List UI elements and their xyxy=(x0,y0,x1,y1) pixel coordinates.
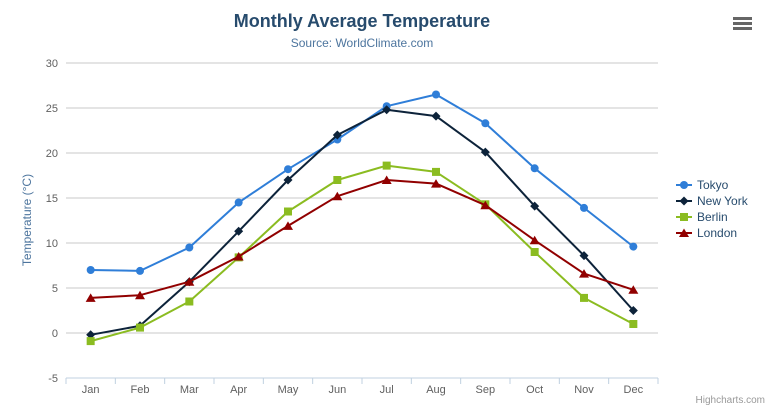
series-marker[interactable] xyxy=(432,90,440,99)
series-marker[interactable] xyxy=(431,111,441,121)
series-marker[interactable] xyxy=(86,337,95,346)
x-axis-label: Feb xyxy=(131,384,150,396)
hamburger-icon xyxy=(732,26,752,30)
series-marker[interactable] xyxy=(284,207,292,216)
series-marker[interactable] xyxy=(135,290,145,300)
series-marker[interactable] xyxy=(629,320,638,328)
series-marker[interactable] xyxy=(185,297,194,306)
series-marker[interactable] xyxy=(382,161,391,170)
series-marker[interactable] xyxy=(332,191,343,201)
legend-item-berlin[interactable]: Berlin xyxy=(676,209,748,225)
series-marker[interactable] xyxy=(628,285,639,294)
x-axis-label: Aug xyxy=(426,384,446,396)
y-axis-label: 25 xyxy=(46,103,58,115)
y-axis-label: 10 xyxy=(46,238,58,250)
hamburger-icon xyxy=(732,16,752,20)
series-marker[interactable] xyxy=(481,119,490,128)
series-marker[interactable] xyxy=(284,165,292,174)
x-axis-label: Nov xyxy=(574,384,594,396)
series-marker[interactable] xyxy=(85,293,96,302)
x-axis-label: Oct xyxy=(526,384,543,396)
series-marker[interactable] xyxy=(136,323,144,332)
legend-symbol xyxy=(676,181,692,189)
series-marker[interactable] xyxy=(86,266,95,274)
series-line[interactable] xyxy=(89,179,635,299)
series-line[interactable] xyxy=(89,93,635,272)
series-marker[interactable] xyxy=(431,179,441,188)
chart-subtitle: Source: WorldClimate.com xyxy=(290,36,434,50)
series-marker[interactable] xyxy=(580,203,588,212)
series-marker[interactable] xyxy=(432,167,440,176)
y-axis-label: 20 xyxy=(46,148,58,160)
series-marker[interactable] xyxy=(579,269,589,278)
series-london xyxy=(85,175,639,302)
series-marker[interactable] xyxy=(234,198,243,207)
y-axis-label: -5 xyxy=(48,373,58,385)
series-marker[interactable] xyxy=(579,251,589,261)
legend-symbol xyxy=(676,228,692,238)
y-axis-label: 5 xyxy=(52,283,58,295)
series-tokyo xyxy=(86,90,638,275)
legend-symbol xyxy=(676,213,692,221)
x-axis-label: Jun xyxy=(328,384,346,396)
legend-marker[interactable] xyxy=(679,196,689,206)
series-marker[interactable] xyxy=(580,293,588,302)
series-marker[interactable] xyxy=(480,147,490,157)
series-marker[interactable] xyxy=(628,306,638,315)
series-marker[interactable] xyxy=(283,175,293,185)
series-line[interactable] xyxy=(89,164,635,343)
series-marker[interactable] xyxy=(86,330,96,340)
y-axis-label: 15 xyxy=(46,193,58,205)
legend-label: London xyxy=(697,226,738,240)
series-new-york xyxy=(86,105,638,340)
series-marker[interactable] xyxy=(136,266,144,275)
series-marker[interactable] xyxy=(381,175,392,185)
series-marker[interactable] xyxy=(283,221,293,230)
series-marker[interactable] xyxy=(530,248,539,256)
legend-item-tokyo[interactable]: Tokyo xyxy=(676,177,748,193)
legend-label: New York xyxy=(697,194,748,208)
series-marker[interactable] xyxy=(233,252,244,261)
series-marker[interactable] xyxy=(332,130,342,140)
series-marker[interactable] xyxy=(529,235,540,245)
series-marker[interactable] xyxy=(234,226,244,236)
series-marker[interactable] xyxy=(184,277,195,286)
x-axis-label: Apr xyxy=(230,384,247,396)
chart-context-menu-button[interactable] xyxy=(729,12,755,34)
x-axis-label: Mar xyxy=(180,384,199,396)
chart-title: Monthly Average Temperature xyxy=(233,11,491,31)
y-axis-label: 0 xyxy=(52,328,58,340)
legend: Tokyo New York Berlin London xyxy=(676,177,748,241)
series-line[interactable] xyxy=(89,108,635,336)
x-axis-label: Jul xyxy=(380,384,394,396)
series-marker[interactable] xyxy=(530,201,540,211)
credits-link[interactable]: Highcharts.com xyxy=(695,395,765,406)
x-axis-label: Dec xyxy=(624,384,644,396)
legend-label: Berlin xyxy=(697,210,728,224)
hamburger-icon xyxy=(732,21,752,25)
y-axis-label: 30 xyxy=(46,58,58,70)
legend-item-new-york[interactable]: New York xyxy=(676,193,748,209)
x-axis-label: May xyxy=(278,384,299,396)
series-marker[interactable] xyxy=(530,164,539,173)
series-marker[interactable] xyxy=(480,200,491,210)
legend-symbol xyxy=(676,196,692,206)
series-marker[interactable] xyxy=(185,243,194,252)
x-axis-label: Sep xyxy=(476,384,496,396)
series-marker[interactable] xyxy=(333,176,342,184)
legend-marker[interactable] xyxy=(680,181,688,189)
legend-item-london[interactable]: London xyxy=(676,225,748,241)
legend-marker[interactable] xyxy=(680,213,688,221)
series-marker[interactable] xyxy=(382,105,392,115)
series-marker[interactable] xyxy=(629,242,638,251)
legend-marker[interactable] xyxy=(679,228,689,238)
legend-label: Tokyo xyxy=(697,178,729,192)
x-axis-label: Jan xyxy=(82,384,100,396)
